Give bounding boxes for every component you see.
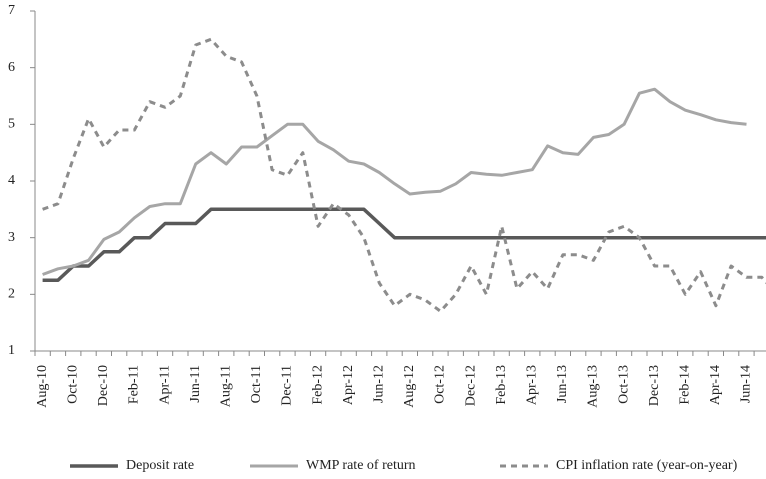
x-tick-label: Feb-14 [677, 365, 692, 405]
legend-label: Deposit rate [126, 458, 194, 473]
series-line [42, 37, 766, 313]
x-tick-label: Dec-11 [280, 365, 295, 406]
x-tick-label: Aug-12 [402, 365, 417, 408]
x-tick-label: Apr-11 [157, 365, 172, 405]
x-tick-label: Apr-14 [708, 365, 723, 405]
x-tick-label: Aug-13 [586, 365, 601, 408]
x-tick-label: Dec-12 [463, 365, 478, 406]
x-tick-label: Feb-11 [127, 365, 142, 404]
legend-label: CPI inflation rate (year-on-year) [556, 458, 738, 473]
x-tick-label: Jun-14 [739, 365, 754, 403]
x-tick-label: Aug-11 [218, 365, 233, 407]
x-tick-label: Oct-10 [65, 365, 80, 404]
x-tick-label: Dec-10 [96, 365, 111, 406]
x-tick-label: Feb-12 [310, 365, 325, 405]
x-tick-label: Jun-12 [371, 365, 386, 403]
x-tick-label: Aug-10 [35, 365, 50, 408]
x-tick-label: Jun-11 [188, 365, 203, 403]
y-tick-label: 5 [8, 117, 15, 132]
y-tick-label: 6 [8, 60, 15, 75]
y-tick-label: 2 [8, 287, 15, 302]
x-tick-label: Feb-13 [494, 365, 509, 405]
x-tick-label: Oct-13 [616, 365, 631, 404]
x-tick-label: Jun-13 [555, 365, 570, 403]
series-line [42, 207, 766, 282]
x-tick-label: Apr-13 [524, 365, 539, 405]
series-line [42, 87, 747, 276]
x-tick-label: Dec-13 [647, 365, 662, 406]
legend-label: WMP rate of return [306, 458, 416, 473]
y-tick-label: 1 [8, 343, 15, 358]
x-tick-label: Oct-12 [433, 365, 448, 404]
y-tick-label: 7 [8, 3, 15, 18]
x-tick-label: Apr-12 [341, 365, 356, 405]
x-tick-label: Oct-11 [249, 365, 264, 403]
y-tick-label: 3 [8, 230, 15, 245]
y-tick-label: 4 [8, 173, 15, 188]
